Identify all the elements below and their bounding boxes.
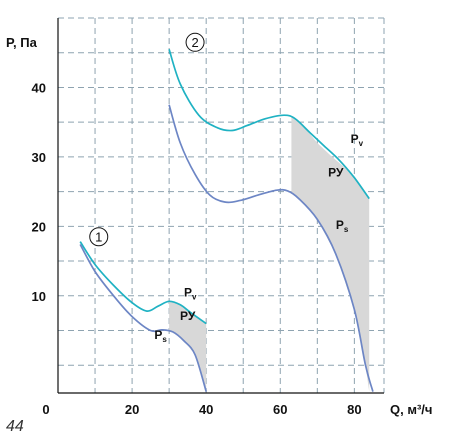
ps-label-subscript: s	[344, 225, 349, 234]
curve-ps-1	[79, 243, 208, 392]
x-axis-label: Q, м³/ч	[390, 402, 432, 417]
curve-marker-label: 1	[95, 229, 102, 244]
y-tick-label: 40	[32, 80, 46, 95]
x-tick-label: 0	[42, 402, 49, 417]
operating-region-1	[169, 301, 207, 392]
x-tick-label: 80	[347, 402, 361, 417]
operating-region-label: РУ	[180, 309, 196, 323]
pv-label: Pv	[184, 285, 197, 301]
curve-marker-circle	[89, 227, 109, 247]
curve-pv-2	[168, 49, 370, 200]
x-tick-label: 60	[273, 402, 287, 417]
corner-mark: 44	[6, 418, 24, 432]
operating-region-label: РУ	[328, 165, 344, 179]
y-tick-label: 30	[32, 150, 46, 165]
curves	[79, 49, 374, 392]
operating-regions	[169, 116, 370, 392]
y-tick-label: 10	[32, 289, 46, 304]
pv-label: Pv	[351, 132, 364, 148]
operating-region-2	[291, 116, 370, 392]
y-tick-label: 20	[32, 219, 46, 234]
x-tick-label: 40	[199, 402, 213, 417]
curve-ps-2	[168, 104, 374, 392]
curve-marker-label: 2	[191, 35, 198, 50]
ps-label-subscript: s	[162, 335, 167, 344]
pv-label-subscript: v	[359, 139, 364, 148]
curve-pv-1	[79, 241, 207, 325]
curve-marker-circle	[185, 32, 205, 52]
y-axis-label: P, Па	[6, 35, 38, 50]
axes: 0 20 40 60 80 10 20 30 40	[32, 18, 384, 417]
x-tick-label: 20	[125, 402, 139, 417]
pv-label-subscript: v	[192, 292, 197, 301]
